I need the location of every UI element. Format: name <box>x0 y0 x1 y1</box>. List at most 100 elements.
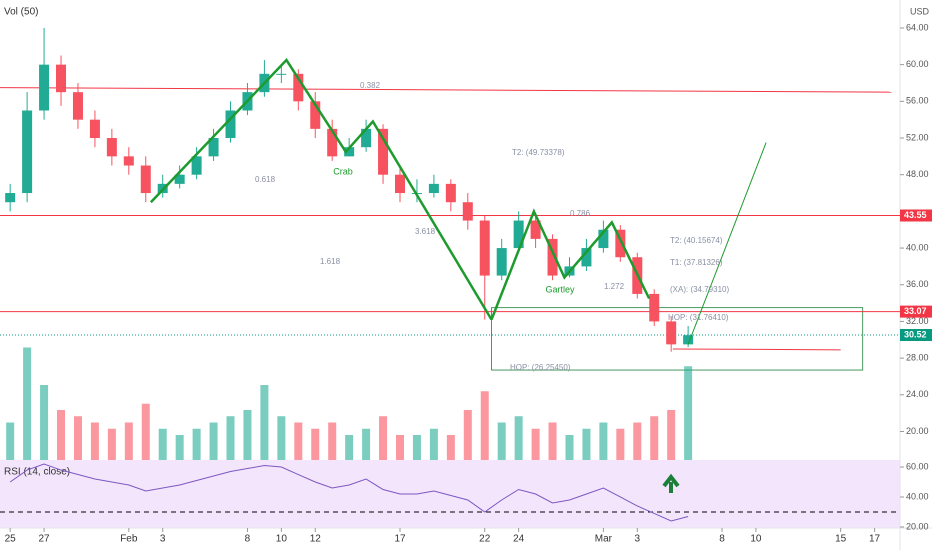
candle-body <box>683 335 694 345</box>
y-tick-label: 48.00 <box>906 169 929 179</box>
y-tick-label: 60.00 <box>906 59 929 69</box>
annotation: T1: (37.81326) <box>670 258 723 267</box>
candle-body <box>395 174 405 194</box>
candle-body <box>547 238 558 276</box>
candle-body <box>293 73 304 102</box>
volume-bar <box>90 422 99 460</box>
candle-body <box>106 138 117 157</box>
annotation: 0.786 <box>570 209 591 218</box>
annotation: Crab <box>333 166 353 176</box>
volume-bar <box>446 435 455 460</box>
annotation: 1.618 <box>320 257 341 266</box>
volume-bar <box>650 416 659 460</box>
annotation: 1.272 <box>604 282 625 291</box>
up-arrow <box>662 473 680 493</box>
volume-bar <box>6 422 15 460</box>
rsi-line <box>9 463 689 522</box>
volume-bar <box>463 410 472 460</box>
candle-body <box>378 128 389 175</box>
candle-body <box>649 293 660 322</box>
x-tick-label: 25 <box>5 534 17 545</box>
volume-bar <box>158 428 167 460</box>
volume-bar <box>514 416 523 460</box>
annotation: HOP: (26.25450) <box>510 363 571 372</box>
candle-body <box>276 73 287 75</box>
annotation: 0.382 <box>360 81 381 90</box>
volume-title: Vol (50) <box>4 7 38 18</box>
volume-bar <box>73 416 82 460</box>
volume-bar <box>548 422 557 460</box>
volume-bar <box>23 347 32 460</box>
volume-bar <box>480 391 489 460</box>
volume-bar <box>141 403 150 460</box>
crab-pattern <box>149 58 493 321</box>
x-tick-label: 3 <box>160 534 166 545</box>
volume-bar <box>429 428 438 460</box>
volume-bar <box>633 422 642 460</box>
candle-body <box>56 64 67 93</box>
volume-bar <box>379 416 388 460</box>
candle-body <box>174 174 185 184</box>
x-tick-label: 10 <box>750 534 762 545</box>
currency: USD <box>910 6 930 16</box>
resistance-line <box>0 87 892 93</box>
level-label-box <box>900 305 932 318</box>
x-tick-label: 17 <box>394 534 406 545</box>
volume-bar <box>412 435 421 460</box>
candle-body <box>462 202 473 221</box>
y-tick-label: 28.00 <box>906 352 929 362</box>
annotation: 3.618 <box>415 227 436 236</box>
candle-body <box>123 156 134 166</box>
candle-body <box>479 220 490 276</box>
rsi-tick-label: 40.00 <box>906 491 929 501</box>
y-tick-label: 64.00 <box>906 22 929 32</box>
candle-body <box>428 183 439 194</box>
y-tick-label: 52.00 <box>906 132 929 142</box>
volume-bar <box>328 422 337 460</box>
volume-bar <box>57 410 66 460</box>
x-tick-label: 3 <box>635 534 641 545</box>
x-tick-label: 24 <box>513 534 525 545</box>
volume-bar <box>40 385 49 460</box>
candle-body <box>344 147 355 157</box>
level-label: 30.52 <box>904 329 927 339</box>
volume-bar <box>582 428 591 460</box>
volume-bar <box>362 428 371 460</box>
volume-bar <box>107 428 116 460</box>
x-tick-label: 8 <box>245 534 251 545</box>
candle-body <box>598 229 609 249</box>
volume-bar <box>192 428 201 460</box>
x-tick-label: 17 <box>869 534 881 545</box>
level-label: 43.55 <box>904 210 927 220</box>
candle-body <box>89 119 100 139</box>
candle-body <box>5 193 16 203</box>
annotation: Gartley <box>545 284 575 294</box>
volume-bar <box>684 366 693 460</box>
annotation: HOP: (31.76410) <box>668 313 729 322</box>
level-label: 33.07 <box>904 306 927 316</box>
annotation: (XA): (34.79310) <box>670 285 729 294</box>
y-tick-label: 24.00 <box>906 389 929 399</box>
x-tick-label: Mar <box>595 534 613 545</box>
level-label-box <box>900 329 932 342</box>
volume-bar <box>209 422 218 460</box>
rsi-pane <box>0 460 900 528</box>
rsi-tick-label: 60.00 <box>906 461 929 471</box>
volume-bar <box>294 422 303 460</box>
volume-bar <box>260 385 269 460</box>
annotation: T2: (49.73378) <box>512 148 565 157</box>
volume-bar <box>124 422 133 460</box>
y-tick-label: 36.00 <box>906 279 929 289</box>
volume-bar <box>226 416 235 460</box>
level-label-box <box>900 209 932 222</box>
projection-line <box>687 142 767 345</box>
candle-body <box>666 321 677 345</box>
x-tick-label: 15 <box>835 534 847 545</box>
candle-body <box>513 220 524 249</box>
volume-bar <box>396 435 404 460</box>
volume-bar <box>243 410 252 460</box>
candle-body <box>530 220 541 239</box>
volume-bar <box>565 435 574 460</box>
candle-body <box>72 92 83 120</box>
volume-bar <box>616 428 625 460</box>
